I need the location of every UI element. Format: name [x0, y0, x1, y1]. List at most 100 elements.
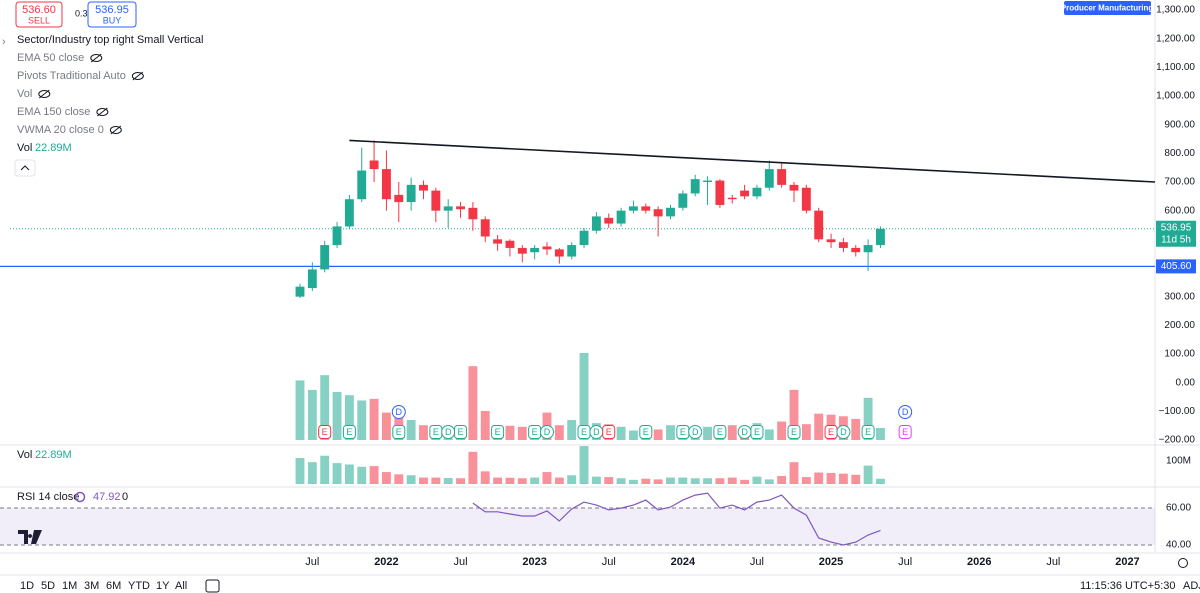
timeframe-button[interactable]: 6M [106, 580, 121, 592]
rsi-tick-label: 40.00 [1166, 540, 1191, 551]
volume-bar [863, 465, 873, 484]
timeframe-button[interactable]: 1Y [156, 580, 170, 592]
event-marker[interactable] [318, 425, 332, 439]
timeframe-button[interactable]: 1D [20, 580, 34, 592]
volume-bar [740, 479, 750, 484]
event-marker[interactable] [639, 425, 653, 439]
candle-body [703, 180, 712, 182]
event-marker-label: E [322, 427, 328, 437]
volume-overlay-bar [381, 412, 391, 440]
volume-bar [764, 479, 774, 484]
timeframe-button[interactable]: 1M [62, 580, 77, 592]
volume-bar [715, 478, 725, 484]
volume-bar [616, 478, 626, 484]
candle-body [431, 190, 441, 211]
event-marker[interactable] [539, 425, 554, 439]
volume-overlay-bar [295, 380, 305, 440]
candle-body [295, 286, 305, 297]
candle-body [715, 180, 725, 205]
event-marker[interactable] [454, 425, 468, 439]
candle-body [542, 246, 552, 250]
candle-body [480, 219, 490, 237]
event-marker[interactable] [750, 425, 764, 439]
visibility-icon[interactable] [109, 126, 122, 134]
event-marker[interactable] [898, 405, 913, 419]
event-marker[interactable] [688, 425, 703, 439]
visibility-icon[interactable] [131, 72, 144, 80]
event-marker-label: D [741, 427, 748, 437]
clock: 11:15:36 UTC+5:30 [1080, 580, 1176, 592]
event-marker-label: E [458, 427, 464, 437]
volume-bar [814, 472, 824, 484]
candle-body [616, 210, 626, 224]
buy-button[interactable] [87, 1, 137, 28]
volume-bar [443, 478, 453, 484]
candle-body [591, 216, 601, 231]
y-tick-label: −200.00 [1159, 435, 1196, 446]
event-marker[interactable] [391, 405, 406, 419]
volume-bar [320, 455, 330, 484]
event-marker-label: D [692, 427, 699, 437]
timeframe-button[interactable]: All [175, 580, 187, 592]
volume-overlay-bar [863, 397, 873, 440]
event-marker[interactable] [787, 425, 801, 439]
event-marker[interactable] [713, 425, 727, 439]
timeframe-button[interactable]: 5D [41, 580, 55, 592]
event-marker[interactable] [392, 425, 406, 439]
collapse-arrow[interactable]: › [2, 36, 6, 48]
volume-overlay-bar [369, 398, 379, 440]
event-marker-label: E [902, 427, 908, 437]
volume-bar [752, 476, 762, 484]
candle-body [740, 190, 750, 197]
adj-toggle[interactable]: ADJ [1183, 580, 1200, 592]
event-marker-label: D [902, 407, 909, 417]
visibility-icon[interactable] [96, 108, 109, 116]
volume-legend-name: Vol [17, 142, 32, 154]
event-marker-label: D [593, 427, 600, 437]
x-tick-label: 2023 [522, 556, 546, 568]
event-marker[interactable] [602, 425, 616, 439]
candle-body [307, 269, 317, 289]
x-tick-label: 2025 [819, 556, 843, 568]
y-tick-label: 1,200.00 [1156, 33, 1195, 44]
visibility-icon[interactable] [90, 54, 103, 62]
collapse-legend-button[interactable] [14, 159, 36, 177]
event-marker[interactable] [836, 425, 851, 439]
event-marker-label: E [495, 427, 501, 437]
candle-body [876, 228, 885, 246]
visibility-icon[interactable] [38, 90, 51, 98]
visibility-icon-strike [97, 107, 108, 117]
timeframe-button[interactable]: YTD [128, 580, 150, 592]
x-tick-label: Jul [750, 556, 764, 568]
volume-bar [727, 477, 737, 484]
event-marker[interactable] [491, 425, 505, 439]
candle-body [690, 179, 700, 194]
event-marker[interactable] [861, 425, 875, 439]
volume-bar [493, 477, 503, 484]
event-marker-label: E [680, 427, 686, 437]
event-marker-label: E [433, 427, 439, 437]
candle-body [357, 170, 367, 200]
x-tick-label: Jul [602, 556, 616, 568]
visibility-icon-strike [38, 89, 50, 99]
sell-button[interactable] [15, 1, 63, 28]
candle-body [493, 239, 503, 244]
volume-bar [826, 472, 836, 484]
candle-body [567, 245, 577, 257]
timeframe-button[interactable]: 3M [84, 580, 99, 592]
volume-bar [394, 474, 404, 484]
volume-overlay-bar [666, 425, 675, 440]
volume-bar [505, 477, 515, 484]
countdown-label: 11d 5h [1161, 234, 1191, 245]
candle-body [406, 184, 416, 203]
event-marker-label: E [581, 427, 587, 437]
event-marker-label: D [396, 407, 403, 417]
event-marker[interactable] [898, 425, 912, 439]
candle-body [727, 197, 737, 200]
event-marker[interactable] [342, 425, 356, 439]
calendar-icon[interactable] [205, 579, 220, 593]
candle-body [628, 206, 638, 211]
x-tick-label: Jul [898, 556, 912, 568]
settings-icon[interactable] [1178, 558, 1188, 568]
volume-bar [789, 462, 799, 484]
